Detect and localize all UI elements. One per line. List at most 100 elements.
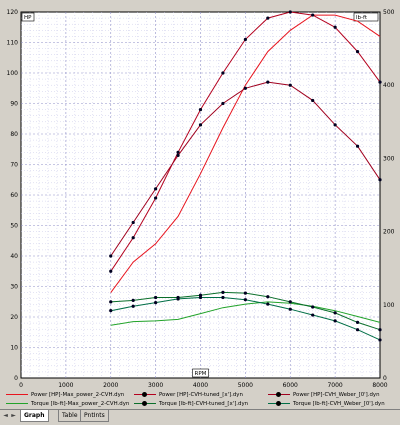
legend-swatch [268,401,290,406]
series-point-3 [176,153,180,157]
legend-label: Power [HP]-Max_power_2-CVH.dyn [31,391,125,398]
series-point-2 [355,50,360,54]
y-left-tick-label: 70 [10,162,18,169]
series-point-3 [154,187,158,191]
y-left-tick-label: 30 [10,284,18,291]
y-left-tick-label: 20 [10,314,18,321]
x-tick-label: 5000 [238,382,253,389]
tab-scroll-right-button[interactable]: ► [11,412,16,419]
y-right-tick-label: 300 [383,155,395,162]
legend-swatch [6,403,28,404]
series-point-2 [333,25,337,29]
y-left-tick-label: 50 [10,223,18,230]
y-left-axis-label: HP [21,12,35,22]
legend-item-3: Power [HP]-CVH_Weber_[0'].dyn [268,390,380,399]
series-point-5 [311,305,315,309]
legend-swatch [134,392,156,397]
series-point-6 [154,301,158,305]
series-point-5 [154,295,158,300]
legend-marker [142,392,147,397]
series-point-2 [266,16,270,20]
tab-table[interactable]: Table [58,410,82,422]
y-left-axis-label-box [21,12,35,22]
y-right-axis-label-text: lb-ft [356,15,368,21]
tab-points[interactable]: PntInts [80,410,109,422]
series-group [109,10,382,342]
y-right-tick-label: 0 [383,375,387,382]
series-point-5 [221,290,225,294]
legend-item-5: Torque [lb-ft]-CVH-tuned_[x'].dyn [134,399,248,408]
series-point-3 [266,80,270,84]
y-right-tick-label: 400 [383,82,395,89]
x-tick-label: 0 [19,382,23,389]
series-point-5 [266,295,270,299]
legend-marker [276,392,281,397]
series-point-5 [131,298,135,303]
series-point-3 [333,123,337,127]
axis-ticks: 0 1000 2000 3000 4000 5000 6000 7000 80000102030… [7,9,395,389]
series-point-3 [131,220,135,225]
series-point-6 [198,295,203,300]
x-axis-label-box [192,368,209,378]
legend-marker [276,401,281,406]
series-point-2 [198,108,203,112]
legend-swatch [6,394,28,395]
power-torque-chart: 0 1000 2000 3000 4000 5000 6000 7000 80000102030… [6,9,395,389]
y-right-tick-label: 200 [383,229,395,236]
x-tick-label: 2000 [103,382,118,389]
series-point-6 [311,313,315,317]
series-point-2 [378,80,382,84]
y-right-axis-label: lb-ft [353,12,379,22]
legend-item-6: Torque [lb-ft]-CVH_Weber_[0'].dyn [268,399,385,408]
series-point-3 [198,123,203,127]
series-point-6 [355,328,360,332]
legend-marker [142,401,147,406]
y-left-tick-label: 60 [10,192,18,199]
tab-scroll-left-button[interactable]: ◄ [3,412,8,419]
series-point-5 [288,300,292,304]
series-point-5 [333,311,337,315]
legend-swatch [134,401,156,406]
y-left-tick-label: 90 [10,101,18,108]
series-line-1 [110,14,381,293]
legend-item-2: Power [HP]-CVH-tuned_[x'].dyn [134,390,243,399]
y-right-tick-label: 500 [383,9,395,16]
legend-label: Torque [lb-ft]-CVH-tuned_[x'].dyn [159,400,249,407]
y-left-tick-label: 100 [7,70,19,77]
x-axis-label: RPM [192,368,209,378]
legend-label: Torque [lb-ft]-Max_power_2-CVH.dyn [31,400,130,407]
series-point-6 [266,302,270,306]
series-point-3 [288,83,292,87]
series-point-6 [131,304,135,308]
legend-label: Power [HP]-CVH_Weber_[0'].dyn [293,391,380,398]
x-tick-label: 7000 [327,382,342,389]
x-tick-label: 1000 [58,382,73,389]
series-point-6 [378,338,382,342]
series-point-6 [176,297,180,301]
series-point-5 [109,300,113,304]
legend-label: Power [HP]-CVH-tuned_[x'].dyn [159,391,243,398]
series-point-3 [221,101,225,106]
y-left-tick-label: 0 [14,375,18,382]
series-point-2 [221,71,225,75]
series-point-2 [288,10,292,14]
series-point-3 [378,178,382,182]
tab-graph[interactable]: Graph [20,410,49,422]
series-point-2 [154,196,158,200]
legend-swatch [268,392,290,397]
y-left-tick-label: 120 [7,9,19,16]
series-line-4 [110,301,381,326]
x-tick-label: 6000 [283,382,298,389]
series-point-6 [243,298,247,302]
grid-lines [21,12,380,378]
series-point-2 [131,236,135,240]
series-point-3 [355,144,360,148]
series-point-5 [243,291,247,295]
series-point-2 [176,150,180,154]
series-point-6 [288,307,292,311]
series-point-6 [221,295,225,300]
legend-item-4: Torque [lb-ft]-Max_power_2-CVH.dyn [6,399,129,408]
series-point-2 [243,37,247,42]
y-left-tick-label: 40 [10,253,18,260]
